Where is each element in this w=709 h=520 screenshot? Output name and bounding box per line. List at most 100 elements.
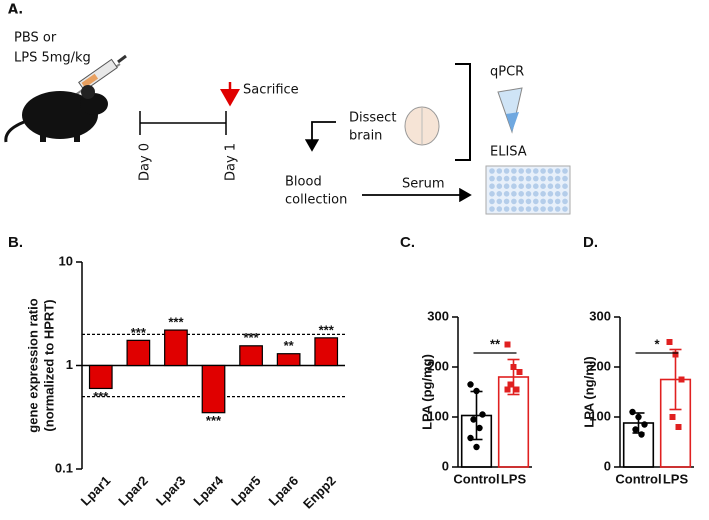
- data-point: [675, 424, 682, 430]
- panel-label: A.: [8, 3, 23, 18]
- well: [503, 191, 510, 197]
- well: [547, 206, 554, 212]
- charts: B. gene expression ratio (normalized to HP…: [8, 234, 694, 512]
- well: [503, 175, 510, 182]
- well: [533, 206, 539, 212]
- elisa-text: ELISA: [490, 145, 527, 160]
- well: [554, 175, 561, 182]
- well: [554, 168, 561, 174]
- dissect-text: brain: [349, 129, 382, 144]
- well: [518, 206, 524, 212]
- tube-icon: [497, 87, 523, 134]
- y-tick-label: 100: [589, 408, 611, 423]
- well: [525, 206, 532, 212]
- well: [518, 198, 524, 205]
- panel-a: A. PBS or LPS 5mg/kg Day 0 Day 1 Sacrifi…: [4, 3, 571, 215]
- data-point: [473, 443, 480, 451]
- x-tick-label: Lpar5: [228, 473, 264, 509]
- bar: [239, 345, 263, 367]
- y-tick-label: 100: [427, 408, 449, 423]
- data-point: [476, 424, 483, 432]
- well: [562, 168, 568, 174]
- panel-label: D.: [583, 234, 598, 251]
- y-tick-label: 1: [66, 357, 73, 372]
- data-point: [672, 351, 679, 358]
- data-point: [470, 416, 477, 423]
- well: [540, 175, 546, 182]
- well: [540, 191, 546, 197]
- well: [540, 168, 546, 174]
- well: [562, 206, 568, 212]
- well: [489, 175, 495, 182]
- data-point: [510, 364, 517, 370]
- data-point: [632, 426, 639, 433]
- panel-label: C.: [400, 234, 415, 251]
- well: [547, 198, 554, 205]
- data-point: [504, 386, 511, 393]
- well: [496, 183, 503, 189]
- well: [503, 183, 510, 189]
- well: [518, 168, 524, 174]
- well: [503, 198, 510, 205]
- treatment-text: LPS 5mg/kg: [14, 51, 91, 66]
- bar: [164, 329, 188, 367]
- well: [489, 183, 495, 189]
- syringe: [67, 54, 127, 101]
- plate-icon: [485, 165, 571, 215]
- well: [540, 198, 546, 205]
- well: [511, 168, 517, 174]
- dissect-text: Dissect: [349, 111, 396, 126]
- serum-text: Serum: [402, 177, 445, 192]
- well: [525, 191, 532, 197]
- data-point: [635, 413, 642, 421]
- well: [547, 175, 554, 182]
- y-tick-label: 0: [604, 458, 611, 473]
- significance: ***: [243, 330, 259, 345]
- well: [511, 183, 517, 189]
- well: [489, 168, 495, 174]
- well: [554, 206, 561, 212]
- x-tick-label: Enpp2: [300, 473, 339, 512]
- y-tick-label: 10: [59, 253, 73, 268]
- day-label: Day 1: [224, 143, 239, 181]
- significance: **: [284, 338, 295, 353]
- x-tick-label: Control: [615, 471, 661, 486]
- sacrifice-text: Sacrifice: [243, 83, 299, 98]
- well: [518, 175, 524, 182]
- well: [562, 183, 568, 189]
- y-tick-label: 200: [427, 358, 449, 373]
- well: [511, 175, 517, 182]
- well: [554, 191, 561, 197]
- significance: ***: [319, 322, 335, 337]
- well: [562, 191, 568, 197]
- well: [496, 191, 503, 197]
- significance: ***: [168, 314, 184, 329]
- data-point: [516, 369, 523, 375]
- well: [489, 198, 495, 205]
- x-tick-label: Control: [453, 471, 499, 486]
- x-tick-label: LPS: [501, 471, 527, 486]
- well: [562, 198, 568, 205]
- x-tick-label: Lpar4: [190, 472, 226, 508]
- data-point: [513, 386, 520, 393]
- well: [547, 183, 554, 189]
- well: [562, 175, 568, 182]
- y-tick-label: 200: [589, 358, 611, 373]
- well: [533, 183, 539, 189]
- data-point: [473, 387, 480, 395]
- well: [496, 198, 503, 205]
- well: [489, 191, 495, 197]
- data-point: [641, 421, 648, 428]
- significance: *: [654, 336, 660, 351]
- y-axis-label: (normalized to HPRT): [41, 299, 56, 431]
- well: [518, 191, 524, 197]
- data-point: [638, 431, 645, 438]
- data-point: [678, 376, 685, 383]
- y-axis-label: LPA (pg/mg): [419, 354, 434, 430]
- day-label: Day 0: [138, 143, 153, 181]
- well: [503, 168, 510, 174]
- well: [533, 198, 539, 205]
- x-tick-label: LPS: [663, 471, 689, 486]
- well: [511, 206, 517, 212]
